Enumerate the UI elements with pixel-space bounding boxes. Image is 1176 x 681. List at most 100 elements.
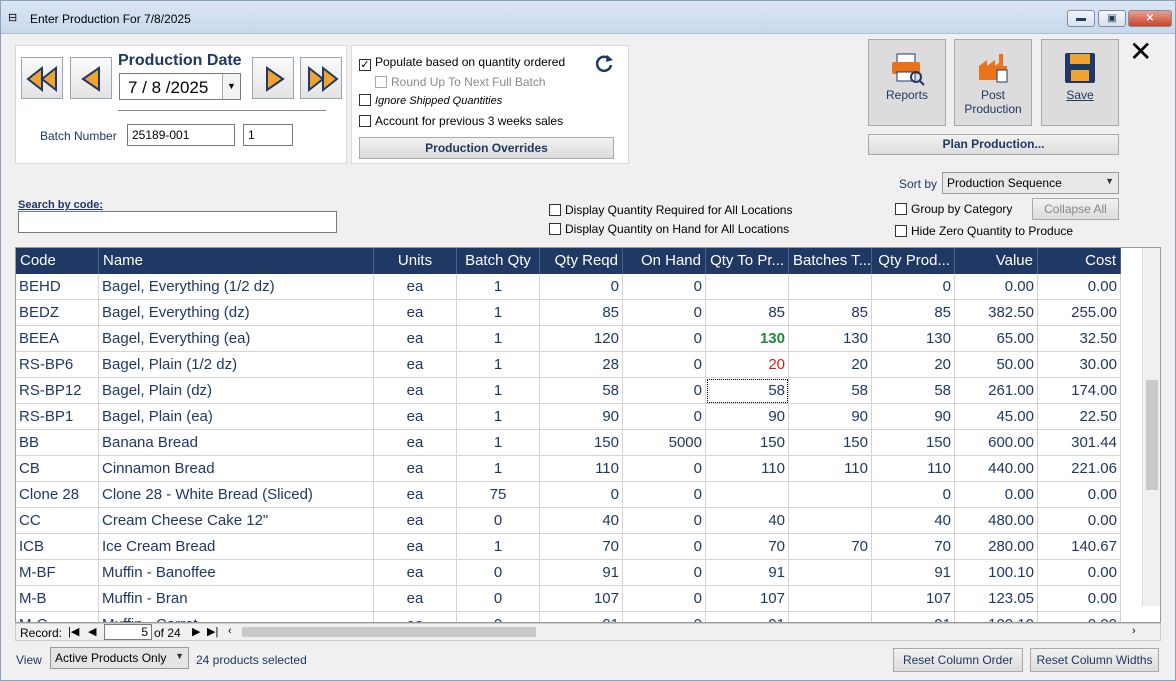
- table-row[interactable]: BB Banana Bread ea 1 150 5000 150 150 150 600.00 3…: [16, 430, 1121, 456]
- column-header-code[interactable]: Code: [16, 248, 99, 274]
- production-overrides-button[interactable]: Production Overrides: [359, 137, 614, 159]
- cell-qty-to-produce[interactable]: [706, 482, 789, 508]
- table-row[interactable]: RS-BP6 Bagel, Plain (1/2 dz) ea 1 28 0 20 20 20 5…: [16, 352, 1121, 378]
- cell-qty-to-produce[interactable]: 85: [706, 300, 789, 326]
- column-header-on-hand[interactable]: On Hand: [623, 248, 706, 274]
- cell-qty-to-produce[interactable]: 90: [706, 404, 789, 430]
- batch-seq-field[interactable]: 1: [243, 124, 293, 146]
- cell-qty-produced: 130: [872, 326, 955, 352]
- save-button[interactable]: Save: [1041, 39, 1119, 126]
- refresh-icon[interactable]: [593, 52, 615, 77]
- table-row[interactable]: BEDZ Bagel, Everything (dz) ea 1 85 0 85 85 85 38…: [16, 300, 1121, 326]
- scroll-right-icon[interactable]: ›: [1132, 625, 1136, 637]
- view-select[interactable]: Active Products Only ▼: [50, 647, 189, 669]
- table-row[interactable]: CC Cream Cheese Cake 12" ea 0 40 0 40 40 480.00 0…: [16, 508, 1121, 534]
- table-row[interactable]: RS-BP1 Bagel, Plain (ea) ea 1 90 0 90 90 90 45.00…: [16, 404, 1121, 430]
- column-header-qty-reqd[interactable]: Qty Reqd: [540, 248, 623, 274]
- cell-qty-to-produce[interactable]: 58: [706, 378, 789, 404]
- cell-qty-to-produce[interactable]: 20: [706, 352, 789, 378]
- hide-zero-checkbox[interactable]: Hide Zero Quantity to Produce: [895, 224, 1073, 238]
- collapse-all-button[interactable]: Collapse All: [1032, 198, 1119, 220]
- cell-code: BEEA: [16, 326, 99, 352]
- scroll-left-icon[interactable]: ‹: [228, 625, 232, 637]
- sort-by-select[interactable]: Production Sequence ▼: [942, 172, 1119, 194]
- cell-qty-to-produce[interactable]: 91: [706, 612, 789, 622]
- cell-qty-reqd: 90: [540, 404, 623, 430]
- save-label: Save: [1066, 88, 1094, 102]
- first-record-icon[interactable]: |◀: [68, 626, 80, 638]
- column-header-value[interactable]: Value: [955, 248, 1038, 274]
- column-header-cost[interactable]: Cost: [1038, 248, 1121, 274]
- cell-qty-to-produce[interactable]: 70: [706, 534, 789, 560]
- table-row[interactable]: M-B Muffin - Bran ea 0 107 0 107 107 123.05 0.00: [16, 586, 1121, 612]
- cell-code: RS-BP1: [16, 404, 99, 430]
- checkbox-icon: [359, 115, 371, 127]
- cell-qty-produced: 107: [872, 586, 955, 612]
- populate-checkbox[interactable]: ✓ Populate based on quantity ordered: [359, 55, 565, 71]
- round-up-checkbox[interactable]: Round Up To Next Full Batch: [375, 75, 546, 89]
- vertical-scrollbar[interactable]: [1142, 248, 1160, 606]
- cell-cost: 0.00: [1038, 482, 1121, 508]
- record-current-field[interactable]: 5: [104, 624, 152, 640]
- table-row[interactable]: CB Cinnamon Bread ea 1 110 0 110 110 110 440.00 22…: [16, 456, 1121, 482]
- table-row[interactable]: Clone 28 Clone 28 - White Bread (Sliced) e…: [16, 482, 1121, 508]
- table-row[interactable]: BEEA Bagel, Everything (ea) ea 1 120 0 130 130 1…: [16, 326, 1121, 352]
- cell-qty-to-produce[interactable]: 91: [706, 560, 789, 586]
- column-header-name[interactable]: Name: [99, 248, 374, 274]
- first-date-button[interactable]: [21, 57, 63, 99]
- column-header-batches[interactable]: Batches T...: [789, 248, 872, 274]
- cell-qty-to-produce[interactable]: 150: [706, 430, 789, 456]
- reset-column-widths-button[interactable]: Reset Column Widths: [1030, 648, 1159, 672]
- prev-date-button[interactable]: [70, 57, 112, 99]
- column-header-units[interactable]: Units: [374, 248, 457, 274]
- cell-on-hand: 0: [623, 404, 706, 430]
- cell-batches: 130: [789, 326, 872, 352]
- scroll-thumb[interactable]: [1146, 380, 1158, 490]
- cell-value: 65.00: [955, 326, 1038, 352]
- next-date-button[interactable]: [252, 57, 294, 99]
- cell-qty-to-produce[interactable]: 40: [706, 508, 789, 534]
- table-row[interactable]: M-BF Muffin - Banoffee ea 0 91 0 91 91 100.10 0.0…: [16, 560, 1121, 586]
- column-header-qty-to-produce[interactable]: Qty To Pr...: [706, 248, 789, 274]
- plan-production-button[interactable]: Plan Production...: [868, 134, 1119, 155]
- chevron-down-icon[interactable]: ▼: [222, 74, 240, 99]
- production-date-picker[interactable]: 7 / 8 /2025 ▼: [119, 73, 241, 100]
- cell-qty-to-produce[interactable]: 107: [706, 586, 789, 612]
- cell-units: ea: [374, 560, 457, 586]
- cell-batch-qty: 0: [457, 612, 540, 622]
- cell-code: ICB: [16, 534, 99, 560]
- reports-button[interactable]: Reports: [868, 39, 946, 126]
- ignore-shipped-checkbox[interactable]: Ignore Shipped Quantities: [359, 94, 502, 107]
- minimize-button[interactable]: ▬: [1067, 10, 1095, 27]
- cell-qty-to-produce[interactable]: 130: [706, 326, 789, 352]
- next-record-icon[interactable]: ▶: [192, 626, 201, 638]
- batch-number-field[interactable]: 25189-001: [127, 124, 235, 146]
- cell-qty-to-produce[interactable]: 110: [706, 456, 789, 482]
- display-qty-on-hand-checkbox[interactable]: Display Quantity on Hand for All Locatio…: [549, 222, 789, 236]
- table-row[interactable]: BEHD Bagel, Everything (1/2 dz) ea 1 0 0 0 0.00…: [16, 274, 1121, 300]
- close-icon[interactable]: ✕: [1129, 36, 1153, 67]
- table-row[interactable]: M-CMuffin - Carrotea09109191100.100.00: [16, 612, 1121, 622]
- table-row[interactable]: ICB Ice Cream Bread ea 1 70 0 70 70 70 280.00 140.…: [16, 534, 1121, 560]
- search-input[interactable]: [18, 211, 337, 233]
- maximize-button[interactable]: ▣: [1098, 10, 1126, 27]
- prev-weeks-checkbox[interactable]: Account for previous 3 weeks sales: [359, 114, 563, 128]
- close-window-button[interactable]: ✕: [1128, 10, 1172, 27]
- cell-qty-reqd: 91: [540, 560, 623, 586]
- column-header-qty-produced[interactable]: Qty Prod...: [872, 248, 955, 274]
- cell-value: 123.05: [955, 586, 1038, 612]
- post-production-button[interactable]: Post Production: [954, 39, 1032, 126]
- display-qty-required-checkbox[interactable]: Display Quantity Required for All Locati…: [549, 203, 792, 217]
- cell-units: ea: [374, 508, 457, 534]
- column-header-batch-qty[interactable]: Batch Qty: [457, 248, 540, 274]
- right-arrow-icon: [266, 66, 285, 92]
- cell-units: ea: [374, 612, 457, 622]
- horizontal-scroll-thumb[interactable]: [242, 627, 536, 637]
- table-row[interactable]: RS-BP12 Bagel, Plain (dz) ea 1 58 0 58 58 58 261.…: [16, 378, 1121, 404]
- last-record-icon[interactable]: ▶|: [207, 626, 219, 638]
- cell-qty-to-produce[interactable]: [706, 274, 789, 300]
- prev-record-icon[interactable]: ◀: [88, 626, 97, 638]
- group-by-category-checkbox[interactable]: Group by Category: [895, 202, 1012, 216]
- last-date-button[interactable]: [300, 57, 342, 99]
- reset-column-order-button[interactable]: Reset Column Order: [893, 648, 1023, 672]
